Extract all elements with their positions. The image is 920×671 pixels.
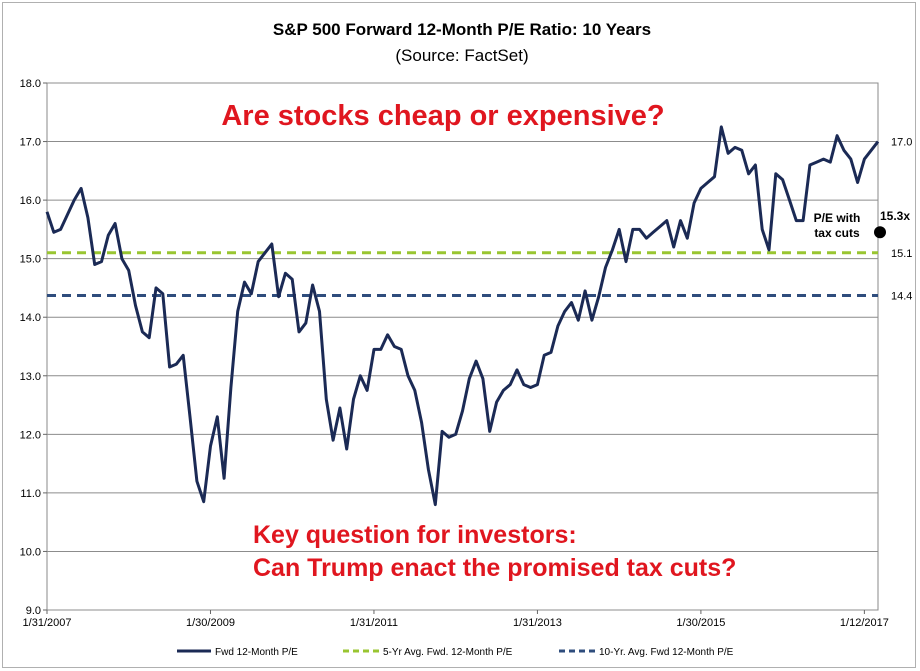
legend: Fwd 12-Month P/E 5-Yr Avg. Fwd. 12-Month… xyxy=(177,647,734,658)
legend-label-10yr: 10-Yr. Avg. Fwd 12-Month P/E xyxy=(599,647,734,658)
y-tick-label: 9.0 xyxy=(26,605,41,617)
ten-year-value-label: 14.4 xyxy=(891,291,912,303)
pe-ratio-chart: S&P 500 Forward 12-Month P/E Ratio: 10 Y… xyxy=(20,20,913,658)
x-tick-label: 1/31/2013 xyxy=(513,617,562,629)
y-axis: 9.0 10.0 11.0 12.0 13.0 14.0 15.0 16.0 17.0 18.0 xyxy=(20,78,47,617)
x-tick-label: 1/30/2009 xyxy=(186,617,235,629)
x-tick-label: 1/31/2007 xyxy=(23,617,72,629)
question-annotation-line1: Key question for investors: xyxy=(253,521,577,549)
x-tick-label: 1/12/2017 xyxy=(840,617,889,629)
y-tick-label: 14.0 xyxy=(20,312,41,324)
legend-label-5yr: 5-Yr Avg. Fwd. 12-Month P/E xyxy=(383,647,513,658)
y-tick-label: 17.0 xyxy=(20,137,41,149)
five-year-value-label: 15.1 xyxy=(891,248,912,260)
y-tick-label: 16.0 xyxy=(20,195,41,207)
right-value-labels: 17.0 15.1 14.4 xyxy=(891,137,912,303)
y-tick-label: 11.0 xyxy=(20,488,41,500)
y-tick-label: 13.0 xyxy=(20,371,41,383)
y-tick-label: 10.0 xyxy=(20,546,41,558)
y-tick-label: 15.0 xyxy=(20,254,41,266)
legend-label-fwd: Fwd 12-Month P/E xyxy=(215,647,298,658)
y-tick-label: 18.0 xyxy=(20,78,41,90)
headline-annotation: Are stocks cheap or expensive? xyxy=(221,100,664,132)
last-value-label: 17.0 xyxy=(891,137,912,149)
fwd-pe-series-line xyxy=(45,125,880,507)
question-annotation-line2: Can Trump enact the promised tax cuts? xyxy=(253,554,736,582)
x-axis: 1/31/2007 1/30/2009 1/31/2011 1/31/2013 1/30… xyxy=(23,610,889,629)
chart-subtitle: (Source: FactSet) xyxy=(395,46,528,65)
average-lines xyxy=(47,251,878,298)
tax-cut-value-label: 15.3x xyxy=(880,209,910,223)
chart-title: S&P 500 Forward 12-Month P/E Ratio: 10 Y… xyxy=(273,20,651,39)
tax-cut-point xyxy=(874,226,886,239)
series-group xyxy=(45,125,880,507)
x-tick-label: 1/31/2011 xyxy=(350,617,398,629)
x-tick-label: 1/30/2015 xyxy=(676,617,725,629)
tax-cut-label-line2: tax cuts xyxy=(814,226,860,240)
y-tick-label: 12.0 xyxy=(20,429,41,441)
tax-cut-label-line1: P/E with xyxy=(814,211,861,225)
